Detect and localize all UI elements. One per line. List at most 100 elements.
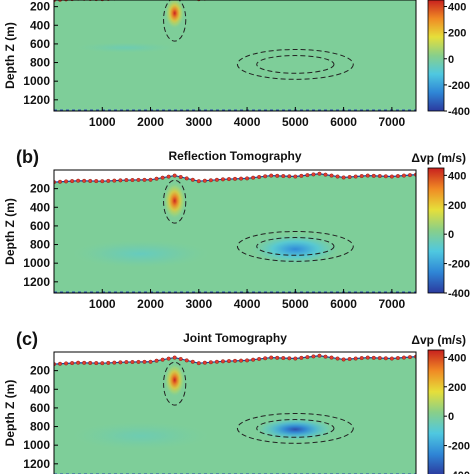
receiver-marker xyxy=(112,178,117,183)
receiver-marker xyxy=(275,173,280,178)
x-tick-label: 5000 xyxy=(282,297,309,311)
receiver-marker xyxy=(317,171,322,176)
colorbar-tick-label: 400 xyxy=(448,352,466,364)
receiver-marker xyxy=(263,356,268,361)
receiver-marker xyxy=(365,355,370,360)
x-tick-label: 2000 xyxy=(137,115,164,129)
receiver-marker xyxy=(64,361,69,366)
receiver-marker xyxy=(263,174,268,179)
y-tick-label: 800 xyxy=(30,56,50,70)
colorbar-tick-label: 400 xyxy=(448,2,466,14)
negative-anomaly xyxy=(68,238,214,269)
y-tick-label: 600 xyxy=(30,37,50,51)
receiver-marker xyxy=(130,177,135,182)
receiver-marker xyxy=(365,173,370,178)
receiver-marker xyxy=(359,356,364,361)
receiver-marker xyxy=(371,173,376,178)
receiver-marker xyxy=(371,355,376,360)
receiver-marker xyxy=(220,177,225,182)
receiver-marker xyxy=(172,355,177,360)
receiver-marker xyxy=(112,360,117,365)
receiver-marker xyxy=(160,175,165,180)
receiver-marker xyxy=(359,174,364,179)
true-model-outline xyxy=(236,48,354,80)
receiver-marker xyxy=(281,174,286,179)
positive-anomaly xyxy=(163,182,186,220)
receiver-marker xyxy=(124,360,129,365)
receiver-marker xyxy=(190,177,195,182)
receiver-marker xyxy=(100,361,105,366)
receiver-marker xyxy=(239,358,244,363)
y-axis-label: Depth Z (m) xyxy=(3,380,17,447)
receiver-marker xyxy=(148,177,153,182)
x-tick-label: 6000 xyxy=(330,297,357,311)
receiver-marker xyxy=(299,173,304,178)
true-model-outline xyxy=(256,55,335,74)
negative-anomaly xyxy=(249,233,342,266)
plot-frame xyxy=(53,351,417,474)
receiver-marker xyxy=(401,355,406,360)
receiver-marker xyxy=(251,175,256,180)
receiver-marker xyxy=(142,359,147,364)
receiver-marker xyxy=(58,361,63,366)
receiver-marker xyxy=(257,356,262,361)
negative-anomaly xyxy=(254,417,337,442)
receiver-marker xyxy=(377,356,382,361)
receiver-marker xyxy=(383,356,388,361)
x-tick-label: 6000 xyxy=(330,115,357,129)
receiver-marker xyxy=(347,356,352,361)
colorbar-label: Δvp (m/s) xyxy=(411,333,466,347)
receiver-marker xyxy=(172,173,177,178)
colorbar xyxy=(427,0,445,112)
panel-3: 200 400 600 800 1000 1200 Depth Z (m) (c) Joint … xyxy=(3,329,470,474)
colorbar-tick-label: -400 xyxy=(448,470,470,474)
plot-frame xyxy=(53,169,417,294)
receiver-marker xyxy=(88,178,93,183)
receiver-marker xyxy=(106,178,111,183)
y-tick-label: 1200 xyxy=(23,93,50,107)
receiver-marker xyxy=(88,360,93,365)
colorbar-tick-label: 0 xyxy=(448,229,454,241)
receiver-marker xyxy=(383,174,388,179)
receiver-marker xyxy=(317,353,322,358)
receiver-marker xyxy=(64,179,69,184)
y-tick-label: 1200 xyxy=(23,457,50,471)
receiver-marker xyxy=(287,356,292,361)
receiver-marker xyxy=(395,356,400,361)
receiver-marker xyxy=(305,173,310,178)
y-tick-label: 800 xyxy=(30,420,50,434)
receiver-marker xyxy=(196,361,201,366)
x-tick-label: 7000 xyxy=(379,115,406,129)
receiver-marker xyxy=(166,174,171,179)
receiver-marker xyxy=(232,176,237,181)
x-tick-label: 3000 xyxy=(185,297,212,311)
true-model-outline xyxy=(163,179,187,224)
y-tick-label: 600 xyxy=(30,401,50,415)
colorbar-tick-label: -400 xyxy=(448,106,470,118)
receiver-marker xyxy=(293,174,298,179)
y-axis-label: Depth Z (m) xyxy=(3,22,17,89)
colorbar-tick-label: 0 xyxy=(448,54,454,66)
receiver-marker xyxy=(178,356,183,361)
y-tick-label: 1000 xyxy=(23,256,50,270)
panel-title: Joint Tomography xyxy=(183,331,287,345)
plot-area xyxy=(54,352,416,474)
receiver-marker xyxy=(401,173,406,178)
panel-title: Reflection Tomography xyxy=(168,149,301,163)
true-model-outline xyxy=(256,237,335,256)
receiver-marker xyxy=(377,174,382,179)
receiver-marker xyxy=(389,174,394,179)
x-tick-label: 7000 xyxy=(379,297,406,311)
negative-anomaly xyxy=(73,42,180,54)
receiver-marker xyxy=(208,178,213,183)
receiver-marker xyxy=(82,360,87,365)
true-model-outline xyxy=(256,419,335,438)
true-model-outline xyxy=(236,413,354,444)
receiver-marker xyxy=(124,178,129,183)
receiver-marker xyxy=(178,174,183,179)
receiver-marker xyxy=(208,360,213,365)
colorbar-tick-label: 200 xyxy=(448,382,466,394)
